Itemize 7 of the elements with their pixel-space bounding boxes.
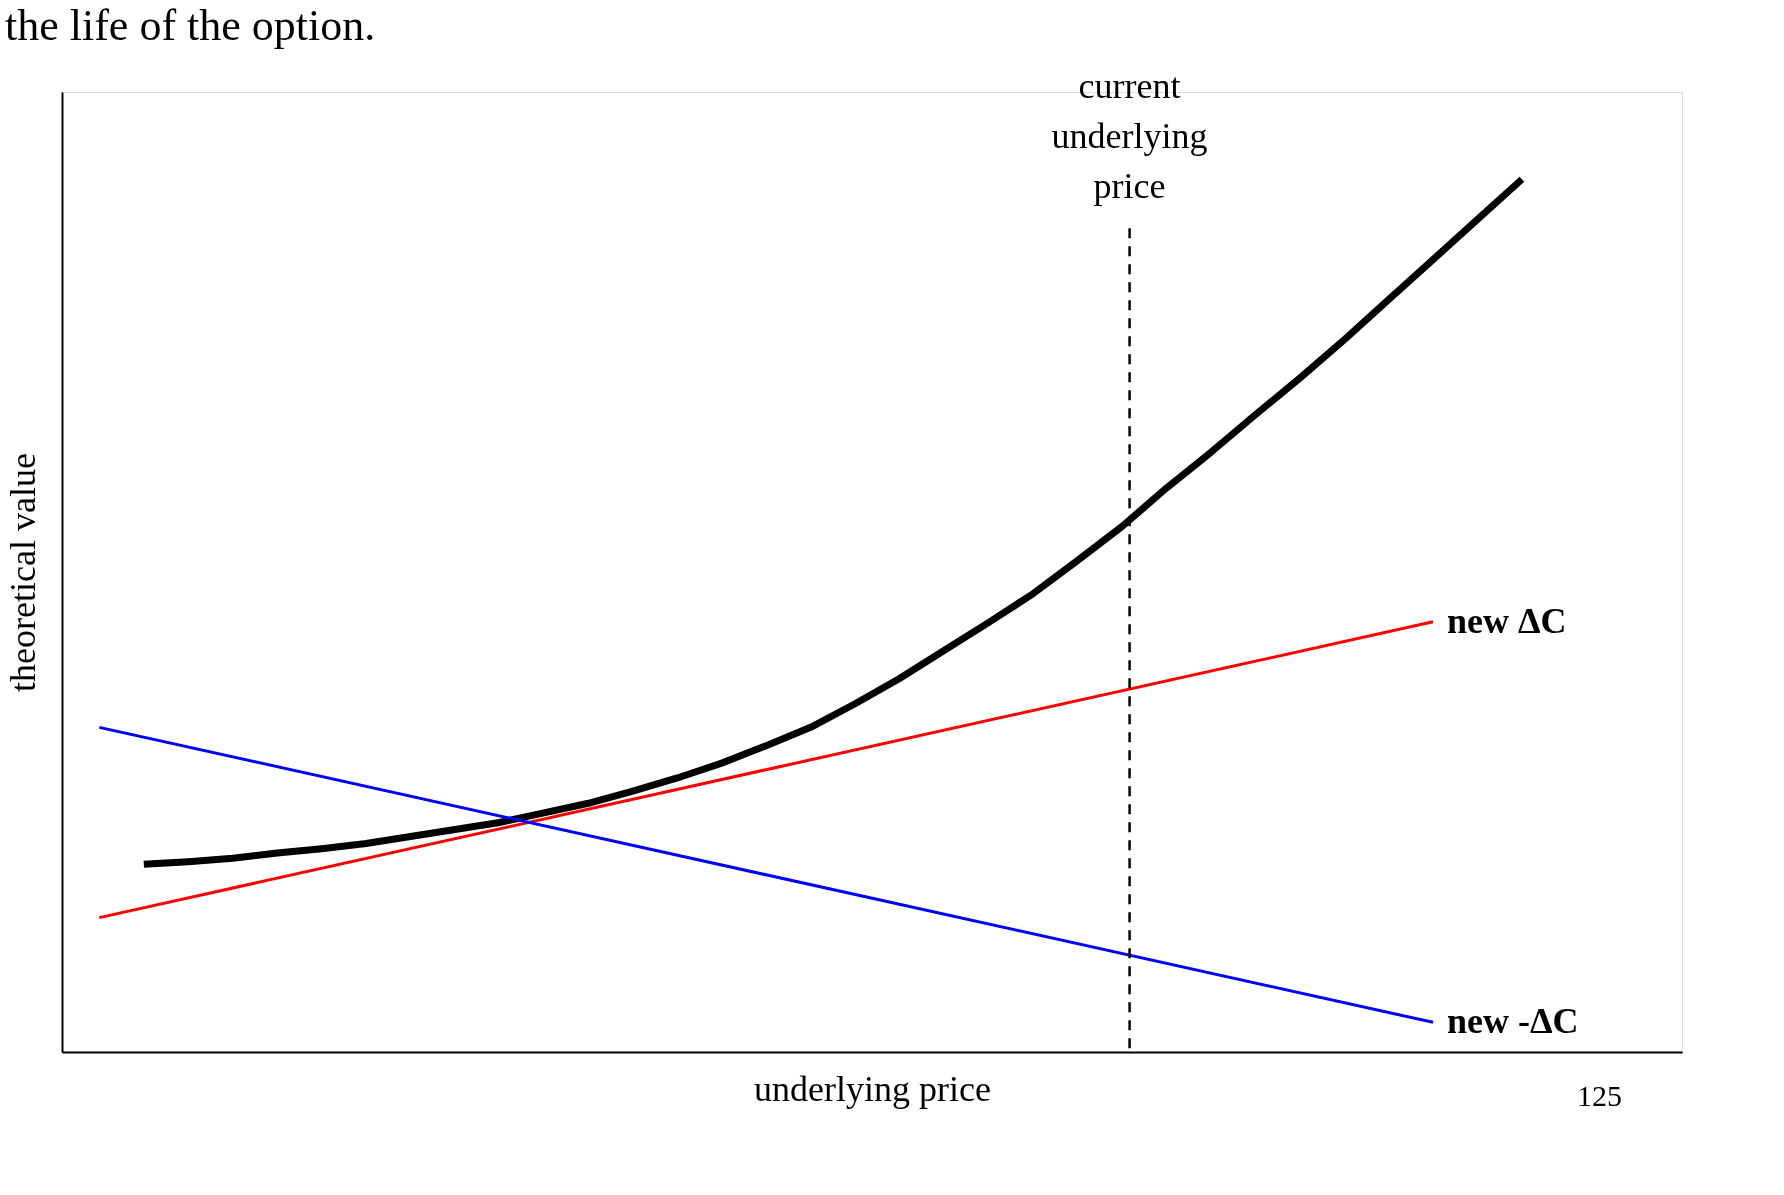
series-label: new -ΔC [1447,1001,1579,1042]
annotation: current underlying price [1051,66,1208,207]
chart-title: the life of the option. [5,1,376,51]
y-axis-title: theoretical value [2,453,43,692]
text: 125 [1577,1079,1622,1112]
x-axis-title: underlying price [754,1068,991,1109]
series-label: new ΔC [1447,600,1567,641]
